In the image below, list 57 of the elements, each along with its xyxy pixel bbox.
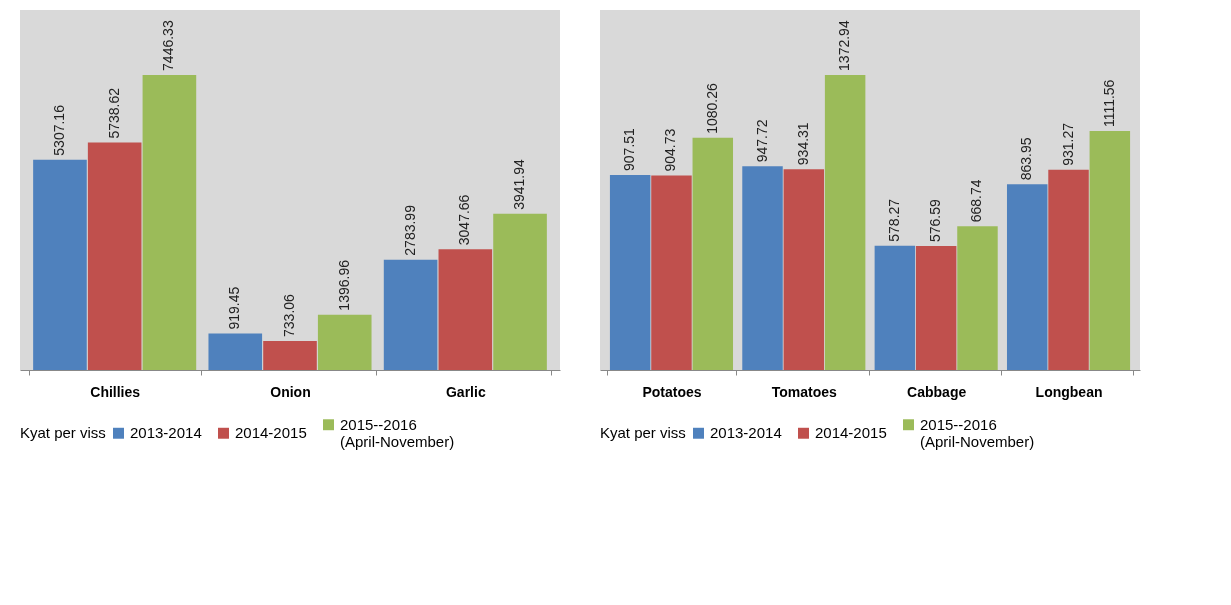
x-tick-label: Potatoes	[642, 383, 702, 400]
bar	[1089, 131, 1131, 370]
x-tick-label: Longbean	[1035, 383, 1103, 400]
x-tick-label: Chillies	[90, 383, 141, 400]
data-label: 668.74	[968, 179, 985, 223]
legend-label: 2013-2014	[710, 424, 782, 442]
data-label: 2783.99	[401, 204, 418, 256]
bar	[1006, 184, 1048, 370]
legend-title: Kyat per viss	[600, 424, 686, 441]
bar	[742, 166, 783, 370]
bar	[824, 74, 866, 370]
data-label: 1372.94	[836, 20, 853, 71]
data-label: 907.51	[621, 127, 638, 171]
legend-label: 2014-2015	[235, 424, 307, 442]
legend-label: 2015--2016 (April-November)	[340, 415, 455, 450]
data-label: 1111.56	[1100, 79, 1117, 128]
data-label: 733.06	[281, 293, 297, 337]
data-label: 863.95	[1018, 137, 1035, 181]
data-label: 578.27	[885, 198, 902, 242]
data-label: 931.27	[1059, 122, 1076, 166]
x-tick-label: Tomatoes	[771, 383, 838, 400]
x-tick-label: Cabbage	[907, 383, 967, 400]
bar	[957, 226, 998, 370]
data-label: 5307.16	[50, 104, 67, 156]
data-label: 904.73	[662, 128, 679, 172]
data-label: 947.72	[753, 119, 770, 163]
bar	[692, 137, 734, 370]
legend-label: 2014-2015	[815, 424, 887, 442]
x-tick-label: Garlic	[445, 383, 486, 400]
data-label: 5738.62	[105, 87, 122, 139]
bar	[493, 213, 547, 370]
data-label: 3047.66	[456, 194, 473, 246]
bar	[783, 169, 825, 370]
data-label: 1080.26	[703, 83, 720, 134]
bar	[87, 142, 142, 370]
data-label: 576.59	[927, 199, 944, 243]
bar	[383, 259, 438, 370]
bar	[317, 314, 372, 370]
bar	[874, 245, 916, 370]
legend-label: 2015--2016 (April-November)	[920, 415, 1035, 450]
bar	[33, 159, 87, 370]
bar	[263, 340, 317, 370]
bar	[609, 174, 651, 370]
legend-label: 2013-2014	[130, 424, 202, 442]
data-label: 1396.96	[335, 259, 352, 311]
x-tick-label: Onion	[270, 383, 311, 400]
legend-title: Kyat per viss	[20, 424, 106, 441]
data-label: 919.45	[226, 286, 243, 330]
bar	[142, 74, 197, 370]
bar	[915, 246, 957, 370]
bar	[651, 175, 692, 370]
data-label: 3941.94	[511, 158, 528, 210]
data-label: 934.31	[794, 122, 811, 166]
bar	[438, 249, 493, 370]
bar	[208, 333, 263, 370]
data-label: 7446.33	[160, 20, 177, 71]
bar	[1048, 169, 1089, 370]
